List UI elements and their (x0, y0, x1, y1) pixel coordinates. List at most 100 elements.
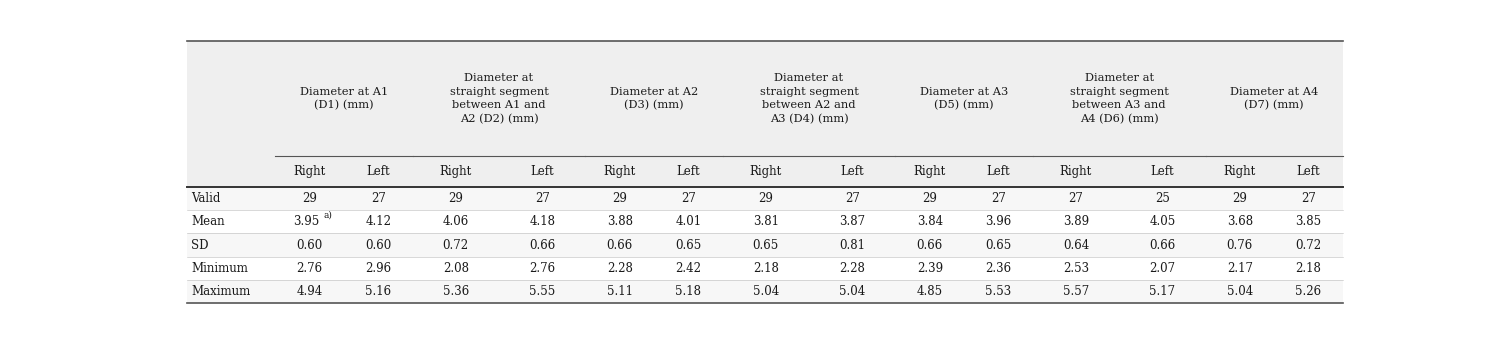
Bar (186, 210, 1343, 233)
Text: 0.65: 0.65 (985, 239, 1012, 252)
Text: 5.36: 5.36 (443, 285, 468, 298)
Text: 2.08: 2.08 (443, 262, 468, 275)
Text: 27: 27 (372, 192, 385, 205)
Text: 29: 29 (1232, 192, 1247, 205)
Text: 2.42: 2.42 (676, 262, 701, 275)
Text: 27: 27 (844, 192, 859, 205)
Text: Diameter at
straight segment
between A3 and
A4 (D6) (mm): Diameter at straight segment between A3 … (1070, 73, 1168, 124)
Text: 2.07: 2.07 (1149, 262, 1176, 275)
Text: Left: Left (367, 165, 389, 178)
Text: 27: 27 (680, 192, 695, 205)
Text: 0.60: 0.60 (366, 239, 391, 252)
Text: 4.01: 4.01 (676, 215, 701, 228)
Text: Maximum: Maximum (191, 285, 251, 298)
Bar (186, 187, 1343, 210)
Text: 0.66: 0.66 (1149, 239, 1176, 252)
Text: 4.18: 4.18 (530, 215, 555, 228)
Text: 3.85: 3.85 (1295, 215, 1322, 228)
Text: 0.72: 0.72 (443, 239, 468, 252)
Text: 2.53: 2.53 (1062, 262, 1089, 275)
Text: 0.65: 0.65 (752, 239, 779, 252)
Text: 3.89: 3.89 (1062, 215, 1089, 228)
Bar (186, 41, 1343, 157)
Text: 29: 29 (448, 192, 463, 205)
Text: 0.65: 0.65 (676, 239, 701, 252)
Text: 2.96: 2.96 (366, 262, 391, 275)
Text: Left: Left (1297, 165, 1320, 178)
Text: Diameter at A2
(D3) (mm): Diameter at A2 (D3) (mm) (610, 87, 698, 111)
Text: 4.94: 4.94 (297, 285, 322, 298)
Text: 4.06: 4.06 (443, 215, 468, 228)
Text: 5.26: 5.26 (1295, 285, 1322, 298)
Text: Right: Right (294, 165, 325, 178)
Text: 3.81: 3.81 (753, 215, 779, 228)
Text: 4.12: 4.12 (366, 215, 391, 228)
Text: 3.84: 3.84 (916, 215, 943, 228)
Text: 0.76: 0.76 (1226, 239, 1253, 252)
Text: 0.64: 0.64 (1062, 239, 1089, 252)
Text: 3.88: 3.88 (607, 215, 633, 228)
Text: Left: Left (1150, 165, 1174, 178)
Text: 3.68: 3.68 (1226, 215, 1253, 228)
Text: Right: Right (440, 165, 471, 178)
Text: SD: SD (191, 239, 209, 252)
Bar (186, 233, 1343, 257)
Text: 5.04: 5.04 (752, 285, 779, 298)
Text: 3.96: 3.96 (985, 215, 1012, 228)
Text: 2.18: 2.18 (753, 262, 779, 275)
Text: 2.39: 2.39 (916, 262, 943, 275)
Text: 2.17: 2.17 (1226, 262, 1253, 275)
Text: 0.81: 0.81 (839, 239, 865, 252)
Text: 0.66: 0.66 (916, 239, 943, 252)
Text: 2.28: 2.28 (607, 262, 633, 275)
Text: Right: Right (749, 165, 782, 178)
Text: 29: 29 (612, 192, 627, 205)
Bar (186, 257, 1343, 280)
Text: 0.60: 0.60 (297, 239, 322, 252)
Text: Right: Right (913, 165, 946, 178)
Text: 29: 29 (758, 192, 773, 205)
Text: 29: 29 (303, 192, 316, 205)
Text: Left: Left (676, 165, 700, 178)
Text: 27: 27 (534, 192, 549, 205)
Text: Right: Right (1059, 165, 1092, 178)
Text: 29: 29 (922, 192, 937, 205)
Text: 2.76: 2.76 (297, 262, 322, 275)
Text: 0.66: 0.66 (530, 239, 555, 252)
Text: 3.95: 3.95 (292, 215, 319, 228)
Text: Mean: Mean (191, 215, 225, 228)
Text: Minimum: Minimum (191, 262, 248, 275)
Text: 0.72: 0.72 (1295, 239, 1322, 252)
Text: 2.36: 2.36 (985, 262, 1012, 275)
Text: 2.28: 2.28 (840, 262, 865, 275)
Text: 5.53: 5.53 (985, 285, 1012, 298)
Text: 0.66: 0.66 (607, 239, 633, 252)
Text: 5.17: 5.17 (1149, 285, 1176, 298)
Text: 5.04: 5.04 (1226, 285, 1253, 298)
Text: 2.18: 2.18 (1295, 262, 1322, 275)
Text: a): a) (324, 211, 333, 220)
Text: 27: 27 (1301, 192, 1316, 205)
Bar (186, 280, 1343, 303)
Text: Diameter at A3
(D5) (mm): Diameter at A3 (D5) (mm) (921, 87, 1009, 111)
Text: Diameter at A4
(D7) (mm): Diameter at A4 (D7) (mm) (1229, 87, 1319, 111)
Text: Left: Left (986, 165, 1010, 178)
Text: 5.57: 5.57 (1062, 285, 1089, 298)
Text: 27: 27 (991, 192, 1006, 205)
Text: 2.76: 2.76 (530, 262, 555, 275)
Text: 5.04: 5.04 (839, 285, 865, 298)
Text: 3.87: 3.87 (839, 215, 865, 228)
Bar (186, 157, 1343, 187)
Text: 25: 25 (1155, 192, 1170, 205)
Text: Diameter at
straight segment
between A1 and
A2 (D2) (mm): Diameter at straight segment between A1 … (449, 73, 549, 124)
Text: Right: Right (1223, 165, 1256, 178)
Text: 5.18: 5.18 (676, 285, 701, 298)
Text: 27: 27 (1068, 192, 1083, 205)
Text: 5.11: 5.11 (607, 285, 633, 298)
Text: Diameter at A1
(D1) (mm): Diameter at A1 (D1) (mm) (300, 87, 388, 111)
Text: Left: Left (840, 165, 864, 178)
Text: 4.05: 4.05 (1149, 215, 1176, 228)
Text: 5.55: 5.55 (530, 285, 555, 298)
Text: 4.85: 4.85 (916, 285, 943, 298)
Text: Valid: Valid (191, 192, 221, 205)
